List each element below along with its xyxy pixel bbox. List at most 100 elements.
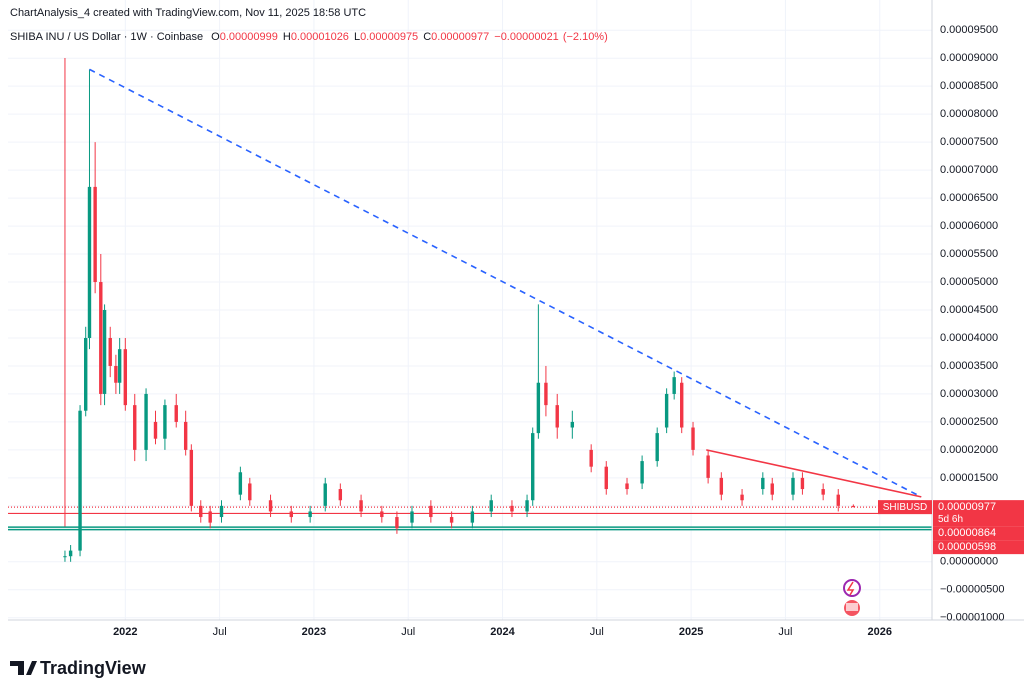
y-tick-label: 0.00003000 [940, 388, 998, 400]
y-tick-label: 0.00001500 [940, 472, 998, 484]
y-tick-label: 0.00004000 [940, 332, 998, 344]
candle-body [544, 382, 548, 406]
candle-body [133, 405, 137, 450]
candle-body [68, 550, 73, 557]
candle-body [380, 511, 384, 518]
candle-body [510, 505, 514, 512]
price-tag [933, 526, 1024, 541]
candle-body [84, 337, 88, 411]
candle-body [821, 489, 825, 495]
candle-body [123, 349, 128, 406]
y-tick-label: 0.00002500 [940, 416, 998, 428]
x-tick-label: Jul [778, 626, 792, 638]
candle-body [99, 282, 103, 394]
ohlc-key: L [354, 31, 360, 43]
y-tick-label: 0.00004500 [940, 304, 998, 316]
candle-body [836, 494, 840, 506]
brand: TradingView [40, 658, 147, 678]
price-tag-countdown: 5d 6h [938, 514, 963, 525]
candle-body [153, 421, 158, 439]
candle-body [449, 517, 454, 523]
candle-body [208, 511, 212, 523]
candle-body [691, 427, 695, 450]
candle-body [117, 349, 122, 383]
ohlc-key: H [283, 31, 291, 43]
candle-body [604, 466, 608, 490]
candle-body [489, 500, 493, 512]
candle-body [531, 433, 535, 501]
y-tick-label: 0.00008500 [940, 80, 998, 92]
y-tick-label: 0.00006500 [940, 192, 998, 204]
grid [8, 0, 932, 620]
candle-body [791, 477, 795, 495]
candle-body [672, 377, 676, 394]
candle-body [770, 483, 774, 495]
y-tick-label: 0.00009000 [940, 52, 998, 64]
candle-body [429, 505, 433, 518]
plot [8, 58, 932, 562]
credit: ChartAnalysis_4 created with TradingView… [10, 7, 366, 19]
icons [843, 579, 861, 616]
candle-body [800, 477, 805, 490]
ohlc-value: 0.00000999 [220, 31, 278, 43]
candle-body [174, 405, 178, 422]
candle-body [625, 483, 629, 490]
candle-body [219, 505, 224, 518]
trendline [89, 68, 922, 498]
ohlc-key: O [211, 31, 220, 43]
candle-body [183, 421, 188, 450]
price-tag [933, 540, 1024, 555]
candle-body [395, 517, 399, 529]
candle-body [761, 477, 765, 490]
candle-body [163, 405, 167, 439]
y-tick-label: 0.00000000 [940, 556, 998, 568]
x-tick-label: 2023 [302, 626, 326, 638]
x-tick-label: Jul [590, 626, 604, 638]
price-tag-value: 0.00000977 [938, 501, 996, 513]
candle-body [308, 511, 312, 518]
candle-body [248, 483, 252, 501]
y-tick-label: 0.00007500 [940, 136, 998, 148]
candle-body [570, 421, 575, 428]
price-tag [933, 500, 1024, 527]
candle-body [63, 556, 67, 558]
candle-body [289, 511, 293, 518]
candle-body [589, 449, 593, 467]
ohlc-value: 0.00000975 [360, 31, 418, 43]
candle-body [851, 505, 856, 508]
candle-body [470, 511, 475, 523]
y-tick-label: 0.00002000 [940, 444, 998, 456]
candle-body [664, 393, 669, 428]
x-tick-label: 2025 [679, 626, 703, 638]
candle-body [536, 382, 541, 434]
trendline [706, 449, 922, 498]
candle-body [189, 449, 194, 506]
candle-body [338, 489, 343, 501]
candle-body [706, 455, 710, 478]
candle-body [410, 511, 414, 523]
y-tick-label: 0.00005000 [940, 276, 998, 288]
x-tick-label: 2024 [490, 626, 515, 638]
change-pct: (−2.10%) [563, 31, 608, 43]
x-tick-label: 2022 [113, 626, 137, 638]
y-tick-label: −0.00001000 [940, 612, 1005, 624]
candle-body [740, 494, 744, 501]
candle-body [640, 461, 644, 484]
symbol-legend: SHIBA INU / US Dollar · 1W · Coinbase O0.… [10, 31, 608, 43]
change: −0.00000021 [494, 31, 559, 43]
candle-body [87, 186, 92, 338]
x-tick-label: 2026 [868, 626, 892, 638]
candle-body [359, 500, 363, 512]
candle-body [108, 337, 112, 366]
candle-body [102, 310, 107, 394]
candle-body [323, 483, 327, 506]
ohlc-key: C [423, 31, 431, 43]
y-tick-label: 0.00003500 [940, 360, 998, 372]
x-tick-label: Jul [401, 626, 415, 638]
y-tick-label: 0.00009500 [940, 24, 998, 36]
symbol: SHIBA INU / US Dollar · 1W · Coinbase [10, 31, 203, 43]
candle-body [268, 500, 273, 512]
y-tick-label: −0.00000500 [940, 584, 1005, 596]
